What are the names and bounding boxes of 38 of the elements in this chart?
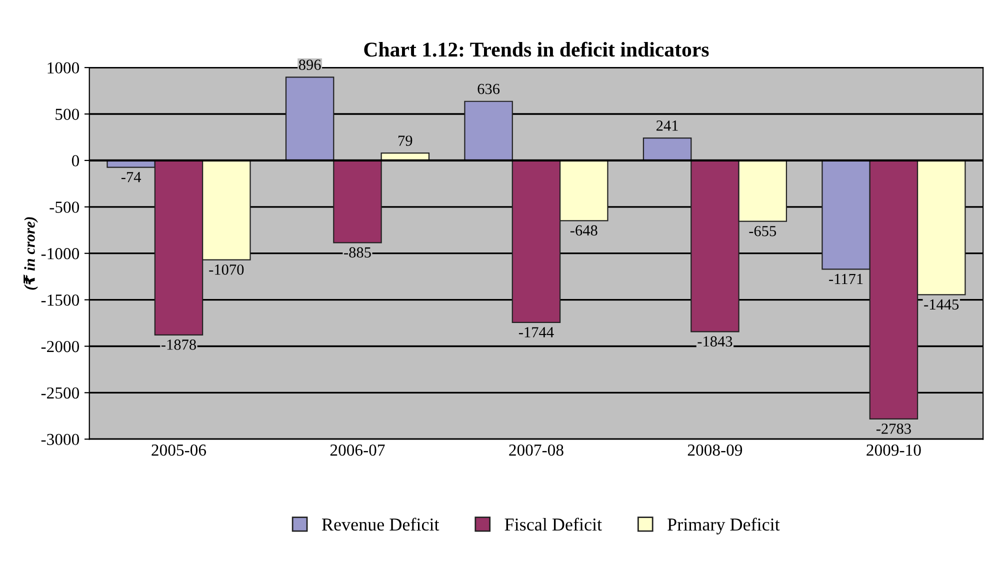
x-tick-label: 2009-10 — [866, 444, 921, 456]
y-tick-label: -1000 — [41, 248, 80, 260]
bar — [333, 160, 382, 244]
data-label: -2783 — [876, 424, 911, 434]
y-tick-label: -2500 — [41, 387, 80, 399]
y-tick-label: 500 — [56, 108, 80, 120]
data-label: -1843 — [698, 336, 732, 347]
y-tick-label: -500 — [50, 202, 80, 213]
bar — [285, 76, 334, 162]
legend-label: Revenue Deficit — [322, 518, 440, 531]
y-tick-label: -1500 — [41, 294, 80, 306]
x-tick-label: 2008-09 — [688, 444, 742, 456]
x-tick-label: 2005-06 — [152, 444, 206, 456]
data-label: -1171 — [829, 274, 863, 284]
data-label: 636 — [478, 84, 500, 94]
y-tick-label: -3000 — [41, 434, 80, 446]
x-tick-label: 2006-07 — [330, 444, 385, 456]
data-label: -655 — [749, 226, 776, 236]
bar — [642, 138, 692, 162]
data-label: -1445 — [924, 299, 959, 310]
data-label: 241 — [656, 120, 678, 131]
legend-label: Primary Deficit — [668, 518, 780, 534]
data-label: -1744 — [518, 327, 554, 338]
data-label: -648 — [570, 225, 598, 236]
y-tick-label: -2000 — [41, 340, 80, 352]
y-axis-title: (₹ in crore) — [24, 217, 38, 290]
data-label: 79 — [398, 136, 412, 146]
data-label: -885 — [344, 247, 371, 258]
bar — [464, 100, 513, 162]
data-label: -1878 — [161, 340, 196, 350]
legend-label: Fiscal Deficit — [504, 518, 602, 531]
data-label: -74 — [121, 172, 142, 182]
chart-title: Chart 1.12: Trends in deficit indicators — [364, 42, 709, 57]
x-tick-label: 2007-08 — [509, 444, 564, 456]
y-tick-label: 1000 — [48, 62, 80, 74]
data-label: 896 — [298, 60, 321, 70]
data-label: -1070 — [209, 264, 244, 275]
y-tick-label: 0 — [72, 155, 80, 166]
